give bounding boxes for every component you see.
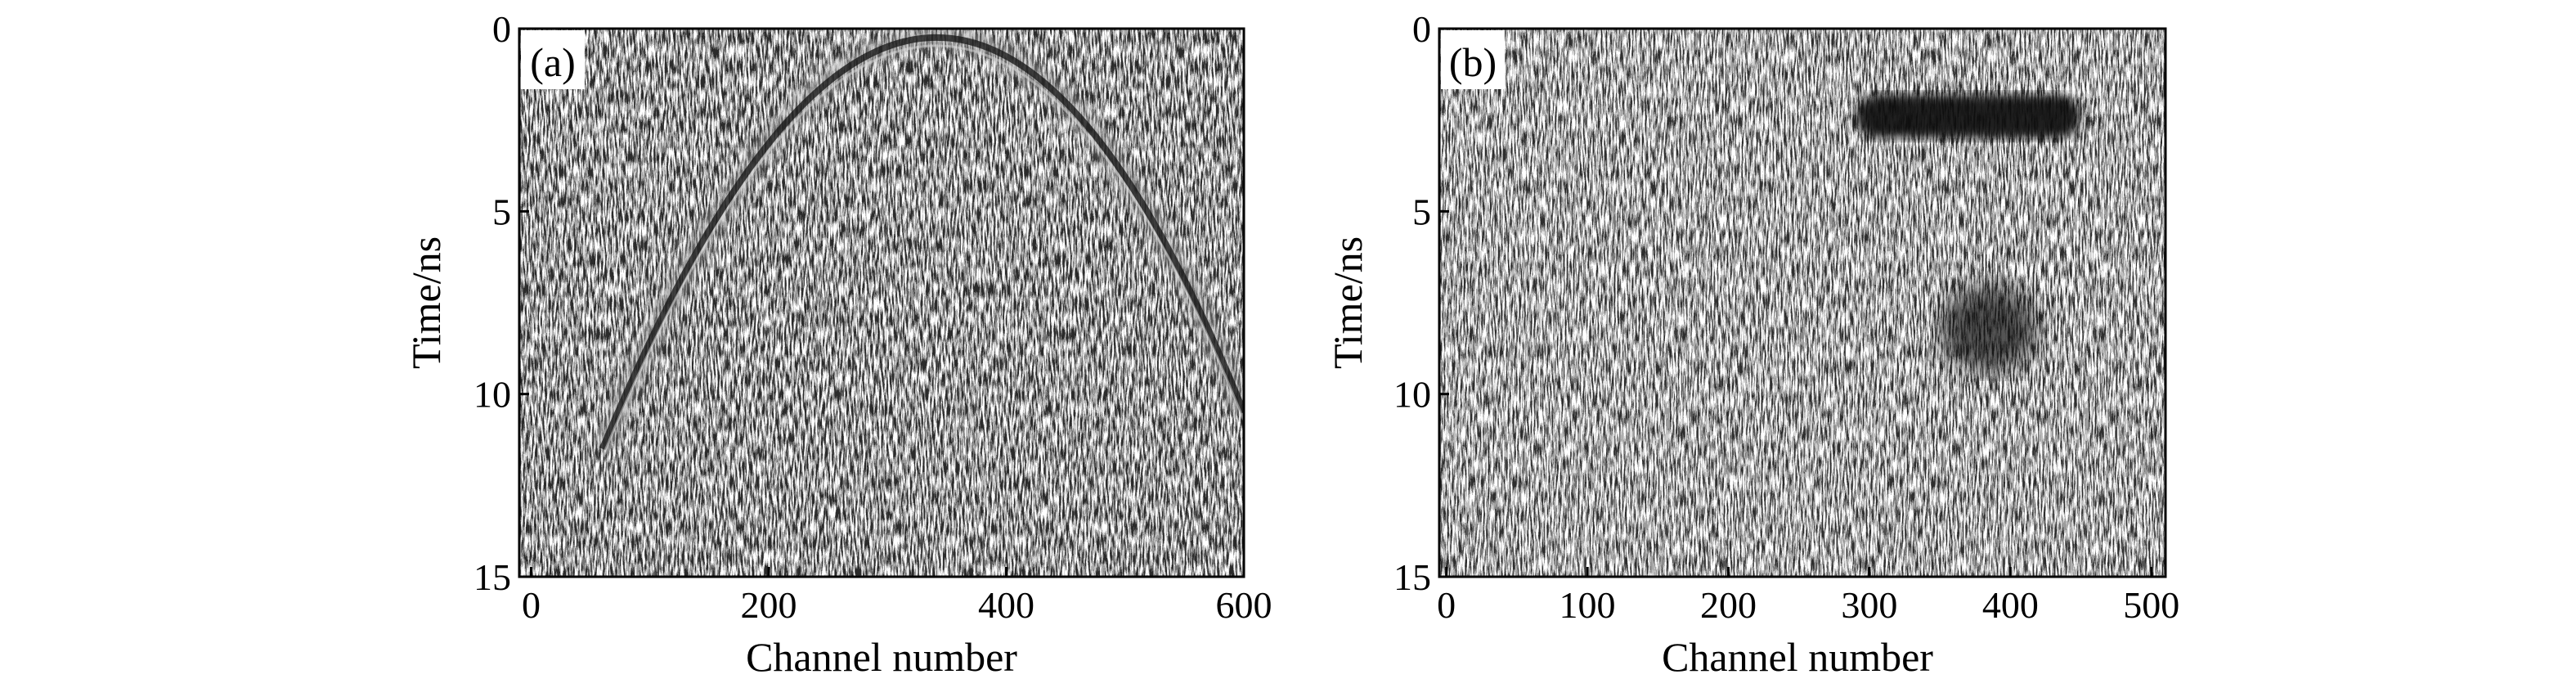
panel-b-xlabel: Channel number	[1662, 634, 1933, 680]
panel-b-y-tick-label: 15	[1393, 556, 1431, 598]
panel-a-y-tick-label: 0	[492, 8, 511, 50]
panel-a-label-box	[521, 30, 585, 89]
panel-b-y-tick-label: 10	[1393, 374, 1431, 416]
panel-a-y-tick-label: 15	[473, 556, 511, 598]
panel-b-anomaly-blob	[1940, 284, 2039, 372]
panel-b-y-tick-label: 0	[1412, 8, 1431, 50]
panel-b-x-tick-label: 400	[1982, 584, 2039, 626]
panel-b: 0 100 200 300 400 500 0 5 10 15 (b) Channel numbe…	[1325, 8, 2179, 680]
panel-a: 0 200 400 600 0 5 10 15 (a) Channel number Time…	[403, 8, 1272, 680]
panel-a-x-tick-label: 600	[1216, 584, 1272, 626]
panel-b-features	[1855, 94, 2081, 372]
panel-a-noise	[519, 29, 1244, 577]
panel-b-x-tick-label: 0	[1437, 584, 1456, 626]
panel-b-ticks: 0 100 200 300 400 500 0 5 10 15	[1393, 8, 2179, 626]
panel-a-xlabel: Channel number	[746, 634, 1017, 680]
panel-a-y-tick-label: 10	[473, 374, 511, 416]
panel-b-x-tick-label: 300	[1841, 584, 1897, 626]
panel-b-x-tick-label: 200	[1700, 584, 1757, 626]
panel-a-hyperbola-reflection	[599, 34, 1244, 451]
panel-a-x-tick-label: 200	[741, 584, 797, 626]
panel-b-label: (b)	[1449, 39, 1497, 85]
panel-a-ylabel: Time/ns	[403, 236, 449, 369]
panel-b-label-box	[1441, 30, 1505, 89]
panel-b-frame	[1438, 27, 2167, 578]
panel-a-x-tick-label: 0	[522, 584, 541, 626]
panel-b-reflection-band	[1855, 94, 2081, 138]
panel-a-frame	[518, 27, 1245, 578]
panel-b-y-tick-label: 5	[1412, 191, 1431, 232]
panel-b-ylabel: Time/ns	[1325, 236, 1371, 369]
panel-a-y-tick-label: 5	[492, 191, 511, 232]
panel-b-x-tick-label: 500	[2123, 584, 2179, 626]
panel-a-hyperbola-echo	[601, 44, 1244, 458]
panel-a-x-tick-label: 400	[978, 584, 1034, 626]
panel-a-features	[592, 29, 1244, 458]
panel-b-x-tick-label: 100	[1560, 584, 1616, 626]
panel-a-ticks: 0 200 400 600 0 5 10 15	[473, 8, 1272, 626]
panel-a-label: (a)	[530, 39, 576, 85]
